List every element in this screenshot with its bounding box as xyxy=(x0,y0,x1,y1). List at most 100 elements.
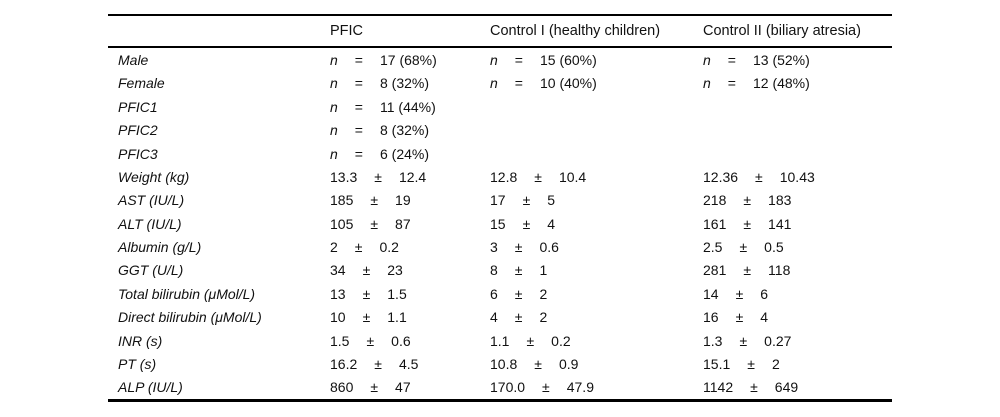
operator-token: ± xyxy=(747,356,755,373)
row-label: GGT (U/L) xyxy=(118,262,184,279)
data-cell: n = 12 (48%) xyxy=(703,75,892,91)
data-cell: 3 ±0.6 xyxy=(490,239,703,255)
table-header-rule xyxy=(108,45,892,49)
value-token: 1142 xyxy=(703,379,734,396)
data-cell: n = 6 (24%) xyxy=(330,146,490,162)
header-pfic: PFIC xyxy=(330,22,364,39)
operator-token: ± xyxy=(743,215,752,232)
value-token: 1.5 xyxy=(330,332,350,349)
value-token: 19 xyxy=(395,192,411,209)
operator-token: ± xyxy=(522,215,531,232)
table-header-row: PFIC Control I (healthy children) Contro… xyxy=(108,16,892,46)
value-token: 170.0 xyxy=(490,379,526,396)
value-token: 10.43 xyxy=(779,168,815,185)
value-token: 10 xyxy=(330,309,346,326)
value-token: 105 xyxy=(330,215,354,232)
operator-token: = xyxy=(514,75,523,92)
value-token: 4 xyxy=(490,309,498,326)
value-token: 141 xyxy=(768,215,792,232)
table-row: GGT (U/L) 34 ±23 8 ±1 281 ±118 xyxy=(108,259,892,282)
table-row: INR (s) 1.5 ±0.6 1.1 ±0.2 1.3 ±0.27 xyxy=(108,329,892,352)
table-row: PFIC3 n = 6 (24%) xyxy=(108,142,892,165)
value-token: 10 (40%) xyxy=(539,75,597,92)
value-token: 5 xyxy=(547,192,556,209)
row-label: INR (s) xyxy=(118,332,163,349)
row-label: Weight (kg) xyxy=(118,168,190,185)
data-cell: 170.0 ±47.9 xyxy=(490,379,703,395)
operator-token: ± xyxy=(743,262,752,279)
data-cell: 1142 ±649 xyxy=(703,379,892,395)
operator-token: ± xyxy=(514,262,523,279)
value-token: 12.8 xyxy=(490,168,518,185)
value-token: 16 xyxy=(703,309,719,326)
value-token: 23 xyxy=(387,262,403,279)
value-token: 8 (32%) xyxy=(379,122,430,139)
table-top-rule xyxy=(108,14,892,16)
value-token: 17 xyxy=(490,192,506,209)
value-token: 3 xyxy=(490,239,498,256)
operator-token: ± xyxy=(374,356,382,373)
value-token: 6 xyxy=(490,285,498,302)
data-cell: 281 ±118 xyxy=(703,262,892,278)
value-token: 13 (52%) xyxy=(752,51,810,68)
row-label: PFIC1 xyxy=(118,98,158,115)
data-cell: n = 17 (68%) xyxy=(330,52,490,68)
value-token: 10.4 xyxy=(558,168,587,185)
operator-token: = xyxy=(727,75,736,92)
operator-token: ± xyxy=(366,332,375,349)
data-cell: 105 ±87 xyxy=(330,216,490,232)
operator-token: ± xyxy=(370,379,379,396)
value-token: 0.2 xyxy=(551,332,571,349)
data-cell: 15.1 ±2 xyxy=(703,356,892,372)
value-token: 13.3 xyxy=(330,168,358,185)
data-cell: 1.3 ±0.27 xyxy=(703,333,892,349)
value-token: 0.6 xyxy=(391,332,411,349)
value-token: n xyxy=(330,75,338,92)
value-token: 12.36 xyxy=(703,168,739,185)
table-row: Total bilirubin (μMol/L) 13 ±1.5 6 ±2 14 ±6 xyxy=(108,282,892,305)
data-cell: 17 ±5 xyxy=(490,192,703,208)
table-row: ALP (IU/L) 860 ±47 170.0 ±47.9 1142 ±649 xyxy=(108,376,892,399)
data-cell: n = 10 (40%) xyxy=(490,75,703,91)
table-row: PFIC2 n = 8 (32%) xyxy=(108,118,892,141)
value-token: 0.2 xyxy=(379,239,399,256)
value-token: 4 xyxy=(760,309,769,326)
operator-token: ± xyxy=(755,168,763,185)
operator-token: = xyxy=(727,51,736,68)
data-cell: 10 ±1.1 xyxy=(330,309,490,325)
row-label: PFIC2 xyxy=(118,122,158,139)
data-cell: 12.36 ±10.43 xyxy=(703,169,892,185)
value-token: n xyxy=(330,98,338,115)
value-token: 17 (68%) xyxy=(379,51,437,68)
value-token: 185 xyxy=(330,192,354,209)
data-cell: n = 8 (32%) xyxy=(330,122,490,138)
operator-token: ± xyxy=(743,192,752,209)
value-token: 0.9 xyxy=(558,356,579,373)
operator-token: ± xyxy=(362,285,371,302)
operator-token: ± xyxy=(735,309,744,326)
row-label: PT (s) xyxy=(118,356,157,373)
demographics-table: PFIC Control I (healthy children) Contro… xyxy=(108,14,892,402)
value-token: 34 xyxy=(330,262,346,279)
data-cell: 185 ±19 xyxy=(330,192,490,208)
value-token: 860 xyxy=(330,379,354,396)
operator-token: = xyxy=(354,122,363,139)
value-token: 4 xyxy=(547,215,556,232)
value-token: 13 xyxy=(330,285,346,302)
data-cell: 4 ±2 xyxy=(490,309,703,325)
operator-token: ± xyxy=(514,285,523,302)
value-token: 8 (32%) xyxy=(379,75,430,92)
table-row: AST (IU/L) 185 ±19 17 ±5 218 ±183 xyxy=(108,189,892,212)
data-cell: 16 ±4 xyxy=(703,309,892,325)
value-token: 6 xyxy=(760,285,769,302)
operator-token: = xyxy=(514,51,523,68)
value-token: n xyxy=(330,51,338,68)
table-row: Direct bilirubin (μMol/L) 10 ±1.1 4 ±2 16 ±4 xyxy=(108,306,892,329)
value-token: 1 xyxy=(539,262,548,279)
row-label: Direct bilirubin (μMol/L) xyxy=(118,309,262,326)
data-cell: 15 ±4 xyxy=(490,216,703,232)
header-control-2: Control II (biliary atresia) xyxy=(703,22,861,39)
operator-token: ± xyxy=(534,168,542,185)
data-cell: 218 ±183 xyxy=(703,192,892,208)
table-body: Male n = 17 (68%) n = 15 (60%) n = 13 (52%) Female… xyxy=(108,48,892,399)
